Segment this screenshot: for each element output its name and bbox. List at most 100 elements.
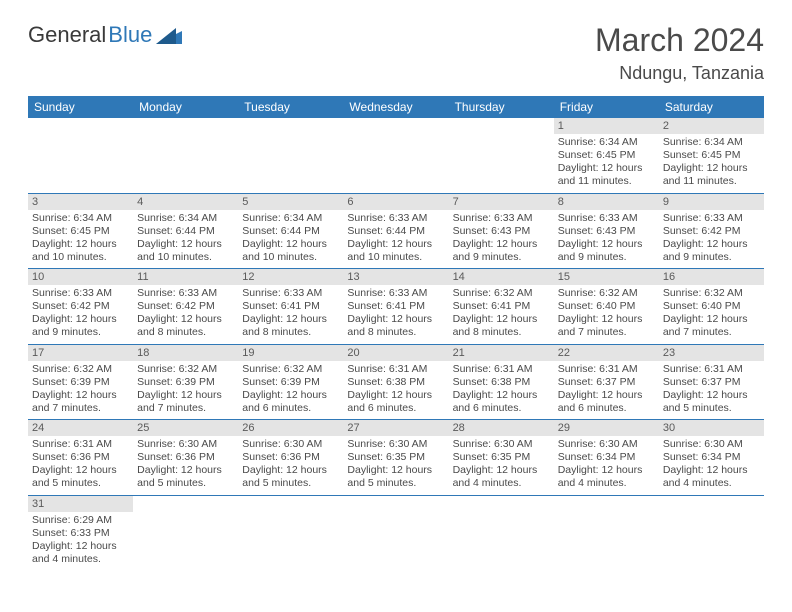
- calendar-day-cell: 27Sunrise: 6:30 AMSunset: 6:35 PMDayligh…: [343, 420, 448, 496]
- day-detail-line: Sunset: 6:42 PM: [32, 300, 129, 313]
- day-detail-line: Sunrise: 6:33 AM: [32, 287, 129, 300]
- day-detail-line: Sunset: 6:41 PM: [347, 300, 444, 313]
- day-detail-line: Sunrise: 6:32 AM: [453, 287, 550, 300]
- day-detail-line: Daylight: 12 hours: [663, 313, 760, 326]
- day-detail-line: Sunrise: 6:31 AM: [453, 363, 550, 376]
- calendar-empty-cell: [133, 495, 238, 570]
- weekday-header: Tuesday: [238, 96, 343, 118]
- calendar-week-row: 1Sunrise: 6:34 AMSunset: 6:45 PMDaylight…: [28, 118, 764, 193]
- calendar-day-cell: 31Sunrise: 6:29 AMSunset: 6:33 PMDayligh…: [28, 495, 133, 570]
- day-detail-line: Sunset: 6:40 PM: [558, 300, 655, 313]
- day-number: 14: [449, 269, 554, 285]
- day-detail-line: Daylight: 12 hours: [347, 464, 444, 477]
- day-details: Sunrise: 6:33 AMSunset: 6:42 PMDaylight:…: [28, 285, 133, 344]
- day-detail-line: Daylight: 12 hours: [558, 313, 655, 326]
- day-detail-line: Sunset: 6:39 PM: [137, 376, 234, 389]
- day-detail-line: Daylight: 12 hours: [137, 389, 234, 402]
- day-detail-line: Sunset: 6:33 PM: [32, 527, 129, 540]
- day-detail-line: Sunrise: 6:32 AM: [32, 363, 129, 376]
- day-detail-line: Sunset: 6:45 PM: [32, 225, 129, 238]
- day-details: Sunrise: 6:31 AMSunset: 6:38 PMDaylight:…: [343, 361, 448, 420]
- logo-flag-icon: [156, 26, 182, 44]
- calendar-day-cell: 4Sunrise: 6:34 AMSunset: 6:44 PMDaylight…: [133, 193, 238, 269]
- day-detail-line: Daylight: 12 hours: [32, 238, 129, 251]
- calendar-day-cell: 8Sunrise: 6:33 AMSunset: 6:43 PMDaylight…: [554, 193, 659, 269]
- calendar-day-cell: 16Sunrise: 6:32 AMSunset: 6:40 PMDayligh…: [659, 269, 764, 345]
- day-number: 25: [133, 420, 238, 436]
- day-details: Sunrise: 6:30 AMSunset: 6:35 PMDaylight:…: [449, 436, 554, 495]
- calendar-empty-cell: [238, 118, 343, 193]
- day-detail-line: Sunset: 6:35 PM: [347, 451, 444, 464]
- day-detail-line: Sunset: 6:43 PM: [558, 225, 655, 238]
- day-details: Sunrise: 6:31 AMSunset: 6:36 PMDaylight:…: [28, 436, 133, 495]
- day-number: 9: [659, 194, 764, 210]
- day-number: 2: [659, 118, 764, 134]
- day-detail-line: Sunrise: 6:34 AM: [558, 136, 655, 149]
- day-detail-line: Sunrise: 6:31 AM: [32, 438, 129, 451]
- day-number: 11: [133, 269, 238, 285]
- day-detail-line: Sunset: 6:34 PM: [663, 451, 760, 464]
- day-number: 17: [28, 345, 133, 361]
- calendar-day-cell: 3Sunrise: 6:34 AMSunset: 6:45 PMDaylight…: [28, 193, 133, 269]
- calendar-day-cell: 5Sunrise: 6:34 AMSunset: 6:44 PMDaylight…: [238, 193, 343, 269]
- calendar-body: 1Sunrise: 6:34 AMSunset: 6:45 PMDaylight…: [28, 118, 764, 570]
- day-number: 18: [133, 345, 238, 361]
- day-details: Sunrise: 6:31 AMSunset: 6:37 PMDaylight:…: [659, 361, 764, 420]
- day-number: 10: [28, 269, 133, 285]
- calendar-day-cell: 11Sunrise: 6:33 AMSunset: 6:42 PMDayligh…: [133, 269, 238, 345]
- day-detail-line: Sunset: 6:36 PM: [32, 451, 129, 464]
- calendar-empty-cell: [449, 118, 554, 193]
- day-detail-line: and 9 minutes.: [32, 326, 129, 339]
- calendar-day-cell: 22Sunrise: 6:31 AMSunset: 6:37 PMDayligh…: [554, 344, 659, 420]
- day-details: Sunrise: 6:33 AMSunset: 6:44 PMDaylight:…: [343, 210, 448, 269]
- day-detail-line: Sunrise: 6:32 AM: [242, 363, 339, 376]
- day-number: 20: [343, 345, 448, 361]
- day-detail-line: Sunset: 6:38 PM: [453, 376, 550, 389]
- day-detail-line: and 7 minutes.: [558, 326, 655, 339]
- day-detail-line: Sunrise: 6:34 AM: [32, 212, 129, 225]
- day-details: Sunrise: 6:30 AMSunset: 6:34 PMDaylight:…: [554, 436, 659, 495]
- header: GeneralBlue March 2024 Ndungu, Tanzania: [28, 22, 764, 84]
- calendar-empty-cell: [28, 118, 133, 193]
- day-detail-line: and 10 minutes.: [32, 251, 129, 264]
- day-detail-line: Daylight: 12 hours: [242, 238, 339, 251]
- day-detail-line: Sunset: 6:44 PM: [137, 225, 234, 238]
- day-detail-line: and 6 minutes.: [347, 402, 444, 415]
- day-detail-line: Sunrise: 6:30 AM: [347, 438, 444, 451]
- calendar-week-row: 10Sunrise: 6:33 AMSunset: 6:42 PMDayligh…: [28, 269, 764, 345]
- calendar-day-cell: 10Sunrise: 6:33 AMSunset: 6:42 PMDayligh…: [28, 269, 133, 345]
- day-detail-line: Daylight: 12 hours: [242, 389, 339, 402]
- day-detail-line: and 4 minutes.: [32, 553, 129, 566]
- day-detail-line: Sunset: 6:35 PM: [453, 451, 550, 464]
- logo-text-1: General: [28, 22, 106, 48]
- day-detail-line: and 6 minutes.: [558, 402, 655, 415]
- day-detail-line: Sunset: 6:37 PM: [663, 376, 760, 389]
- day-detail-line: Sunrise: 6:31 AM: [558, 363, 655, 376]
- calendar-day-cell: 19Sunrise: 6:32 AMSunset: 6:39 PMDayligh…: [238, 344, 343, 420]
- weekday-header: Monday: [133, 96, 238, 118]
- day-number: 23: [659, 345, 764, 361]
- day-detail-line: Sunset: 6:45 PM: [663, 149, 760, 162]
- day-number: 19: [238, 345, 343, 361]
- day-detail-line: Daylight: 12 hours: [453, 313, 550, 326]
- day-number: 4: [133, 194, 238, 210]
- day-detail-line: Daylight: 12 hours: [32, 464, 129, 477]
- day-detail-line: and 4 minutes.: [558, 477, 655, 490]
- day-detail-line: Sunrise: 6:32 AM: [558, 287, 655, 300]
- day-detail-line: Sunrise: 6:31 AM: [663, 363, 760, 376]
- day-detail-line: and 8 minutes.: [453, 326, 550, 339]
- day-detail-line: and 4 minutes.: [453, 477, 550, 490]
- day-detail-line: Daylight: 12 hours: [453, 389, 550, 402]
- day-detail-line: Sunrise: 6:33 AM: [558, 212, 655, 225]
- day-detail-line: Sunset: 6:40 PM: [663, 300, 760, 313]
- calendar-day-cell: 28Sunrise: 6:30 AMSunset: 6:35 PMDayligh…: [449, 420, 554, 496]
- calendar-day-cell: 20Sunrise: 6:31 AMSunset: 6:38 PMDayligh…: [343, 344, 448, 420]
- month-title: March 2024: [595, 22, 764, 59]
- day-number: 12: [238, 269, 343, 285]
- day-detail-line: and 8 minutes.: [242, 326, 339, 339]
- day-detail-line: Sunrise: 6:33 AM: [242, 287, 339, 300]
- calendar-empty-cell: [343, 495, 448, 570]
- day-detail-line: and 10 minutes.: [242, 251, 339, 264]
- day-details: Sunrise: 6:32 AMSunset: 6:40 PMDaylight:…: [554, 285, 659, 344]
- day-detail-line: Daylight: 12 hours: [347, 389, 444, 402]
